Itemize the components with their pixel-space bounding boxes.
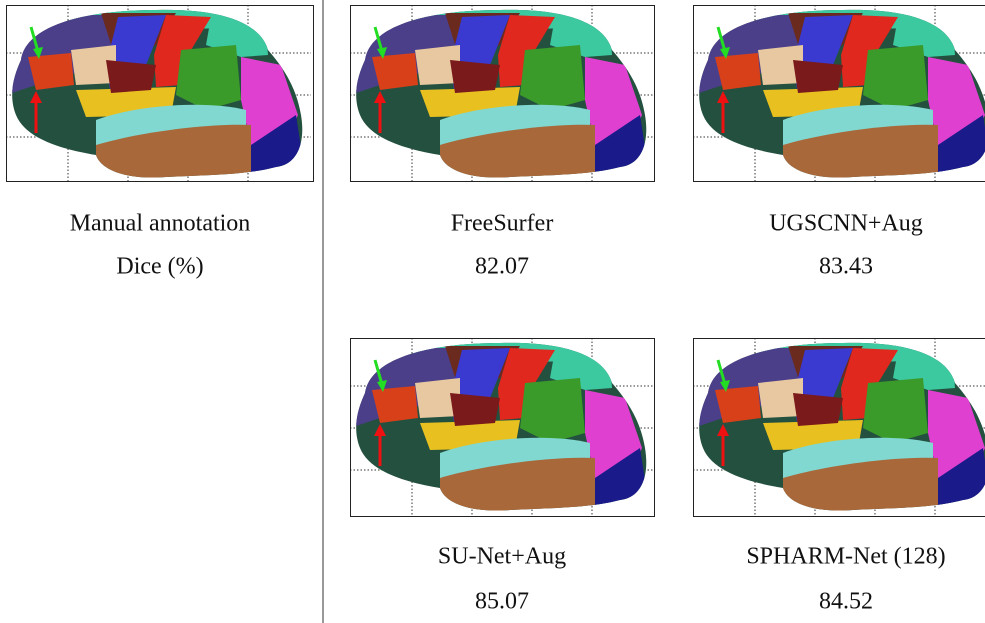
method-panel: UGSCNN+Aug 83.43	[693, 1, 985, 280]
panel-label: Manual annotation	[70, 211, 251, 237]
brain-image	[6, 1, 311, 182]
dice-score: 82.07	[475, 254, 529, 280]
dice-score: 84.52	[819, 589, 873, 615]
brain-image	[350, 1, 655, 182]
panel-label: FreeSurfer	[451, 211, 554, 237]
dice-score: 83.43	[819, 254, 873, 280]
panel-label: UGSCNN+Aug	[769, 211, 923, 237]
panel-label: SU-Net+Aug	[438, 544, 566, 570]
reference-panel: Manual annotation Dice (%)	[6, 1, 314, 280]
brain-image	[350, 334, 655, 515]
brain-image	[693, 1, 985, 182]
panel-label: SPHARM-Net (128)	[746, 544, 945, 570]
panel-caption: Dice (%)	[116, 254, 203, 280]
figure: Manual annotation Dice (%) FreeSurfer 82…	[0, 0, 985, 623]
dice-score: 85.07	[475, 589, 529, 615]
method-panel: SPHARM-Net (128) 84.52	[693, 334, 985, 615]
brain-image	[693, 334, 985, 515]
method-panel: SU-Net+Aug 85.07	[350, 334, 655, 615]
method-panel: FreeSurfer 82.07	[350, 1, 655, 280]
